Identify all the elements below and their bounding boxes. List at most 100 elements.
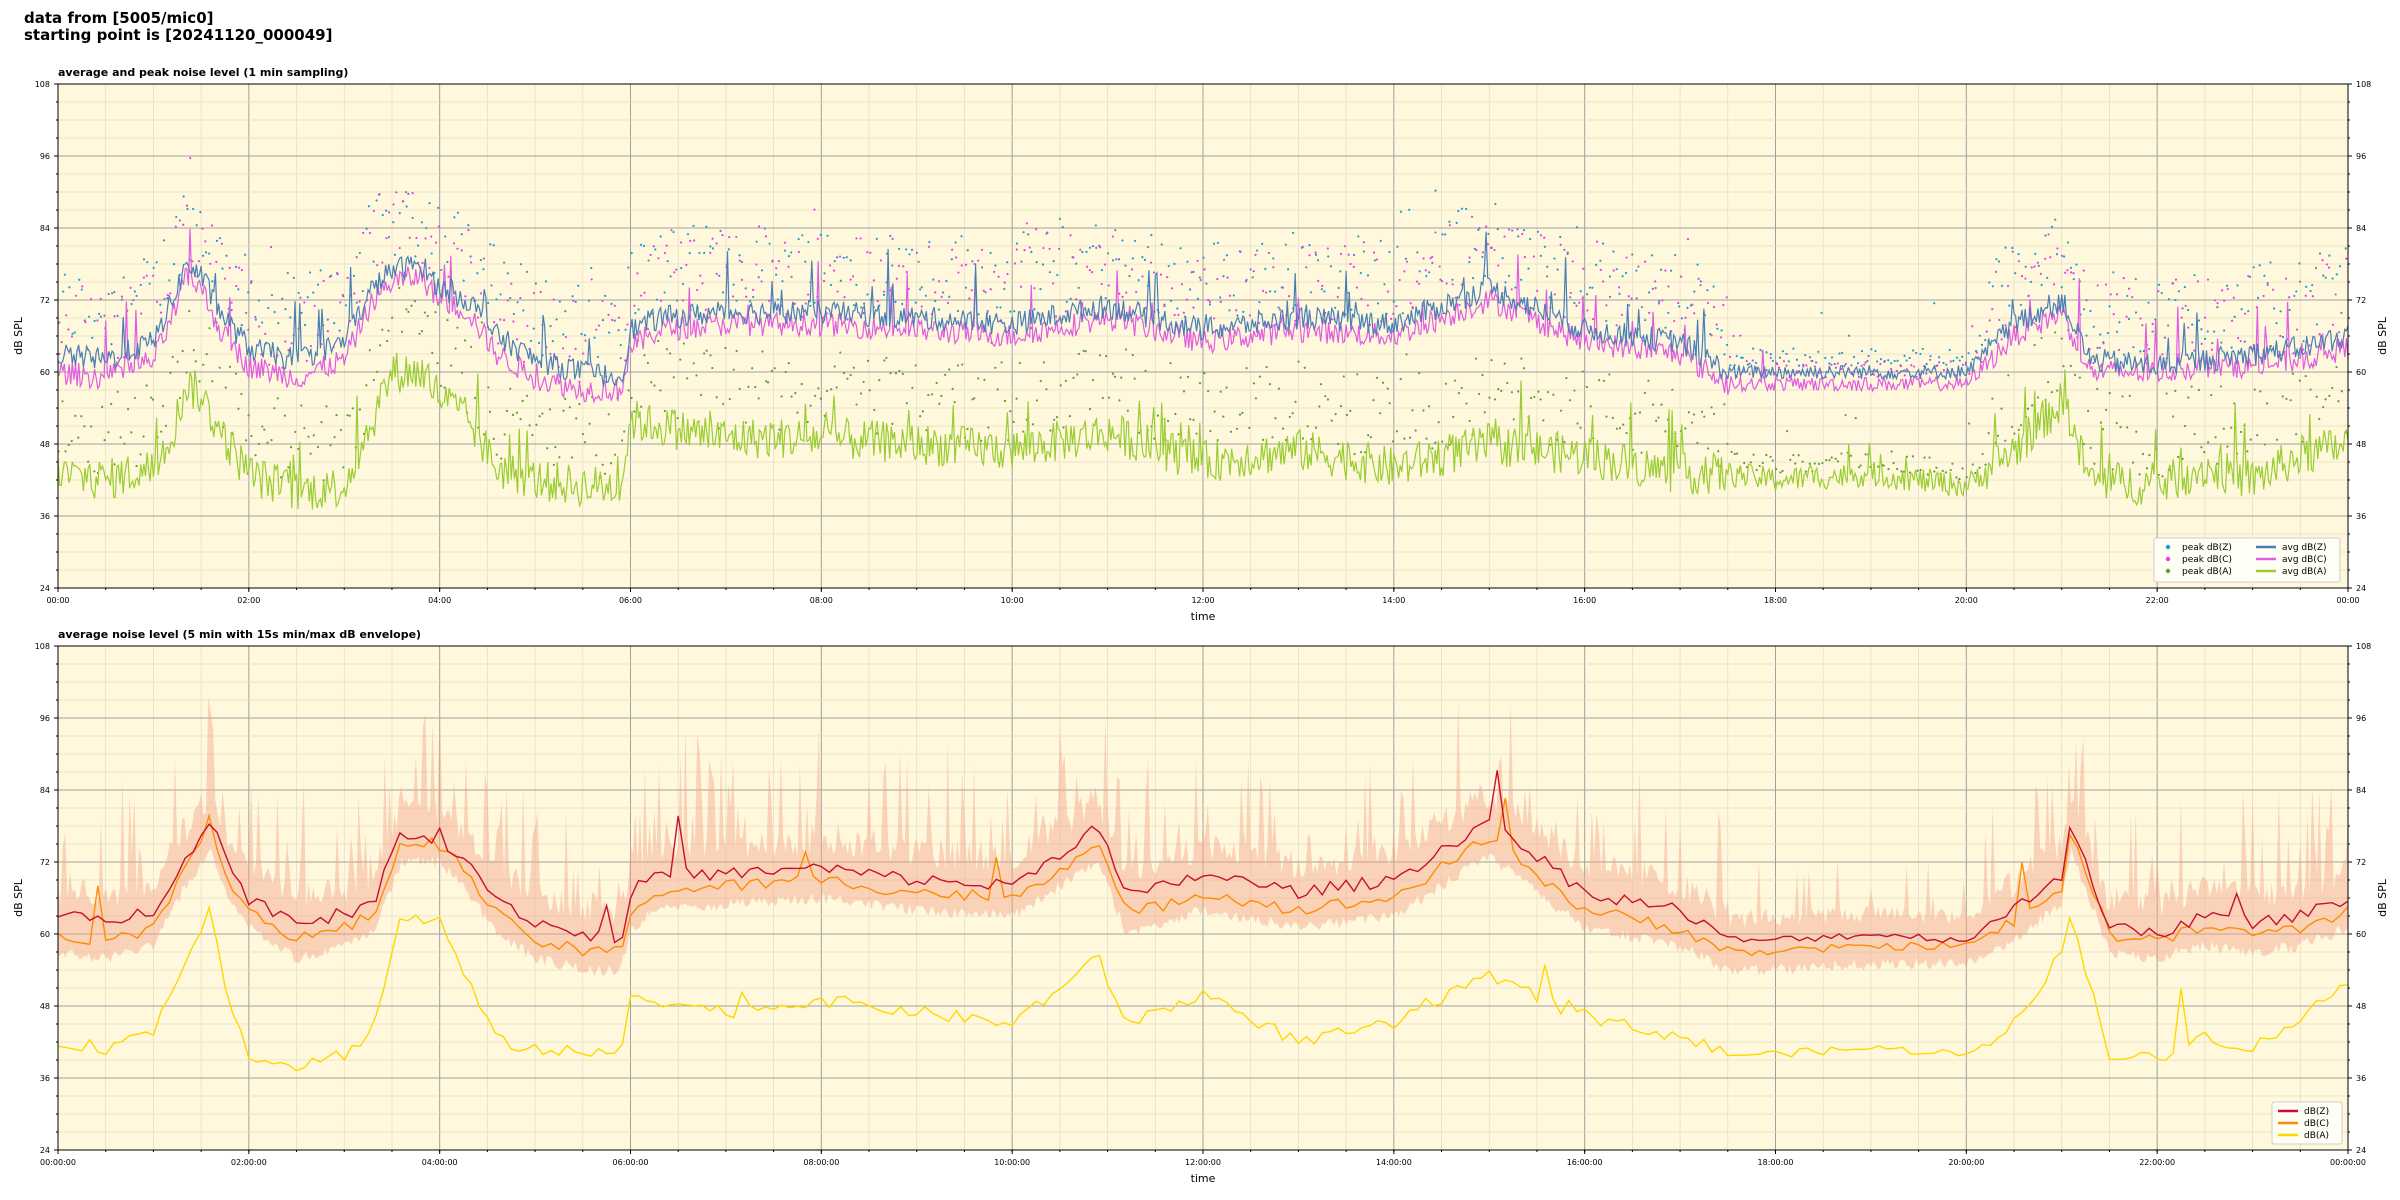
peak-a-point <box>1258 375 1261 378</box>
peak-a-point <box>348 414 351 417</box>
peak-c-point <box>1199 278 1202 282</box>
peak-a-point <box>2172 415 2175 418</box>
peak-z-point <box>2055 253 2058 256</box>
peak-z-point <box>891 264 894 267</box>
peak-a-point <box>67 443 70 447</box>
peak-z-point <box>1579 290 1582 293</box>
peak-c-point <box>1403 270 1406 273</box>
peak-c-point <box>806 293 810 296</box>
peak-a-point <box>2324 398 2327 401</box>
peak-z-point <box>1465 207 1468 210</box>
peak-z-point <box>83 319 86 322</box>
peak-z-point <box>2281 335 2285 339</box>
peak-c-point <box>2066 268 2069 272</box>
peak-c-point <box>1532 255 1535 258</box>
peak-a-point <box>492 437 495 440</box>
peak-z-point <box>1824 356 1827 360</box>
peak-c-point <box>430 235 433 238</box>
peak-c-point <box>757 225 761 228</box>
peak-c-point <box>1776 363 1779 366</box>
peak-c-point <box>2115 293 2119 296</box>
peak-a-point <box>794 391 797 395</box>
peak-a-point <box>732 368 735 371</box>
peak-a-point <box>1481 373 1484 377</box>
peak-a-point <box>1794 462 1797 465</box>
peak-c-point <box>1071 255 1074 259</box>
peak-a-point <box>1643 391 1646 395</box>
peak-a-point <box>951 387 954 390</box>
peak-z-point <box>590 266 593 270</box>
peak-z-point <box>1192 270 1195 274</box>
peak-c-point <box>1578 301 1581 304</box>
peak-c-point <box>849 278 852 281</box>
peak-a-point <box>1064 379 1067 382</box>
peak-a-point <box>2138 473 2141 476</box>
peak-z-point <box>2302 340 2305 343</box>
peak-a-point <box>1003 399 1007 403</box>
peak-c-point <box>670 229 673 232</box>
peak-a-point <box>2328 394 2331 397</box>
peak-a-point <box>1916 469 1919 472</box>
peak-a-point <box>1568 399 1571 402</box>
peak-c-point <box>1448 224 1451 227</box>
peak-c-point <box>1091 270 1094 274</box>
peak-z-point <box>1401 312 1404 315</box>
peak-z-point <box>375 199 378 202</box>
peak-c-point <box>2102 342 2105 345</box>
peak-a-point <box>868 389 871 392</box>
peak-c-point <box>1069 234 1072 237</box>
peak-c-point <box>415 236 418 240</box>
peak-c-point <box>619 357 622 360</box>
peak-c-point <box>376 264 379 267</box>
peak-a-point <box>1951 462 1954 465</box>
peak-c-point <box>2262 294 2265 298</box>
peak-z-point <box>654 248 657 251</box>
peak-a-point <box>2263 443 2266 446</box>
peak-c-point <box>377 193 381 196</box>
peak-a-point <box>1581 370 1584 373</box>
peak-z-point <box>1327 255 1330 258</box>
peak-c-point <box>866 251 869 254</box>
peak-a-point <box>503 433 506 436</box>
peak-z-point <box>267 306 270 310</box>
peak-c-point <box>235 284 238 288</box>
peak-z-point <box>365 227 368 230</box>
peak-z-point <box>1141 256 1144 259</box>
x-tick-label: 08:00:00 <box>803 1158 839 1167</box>
peak-c-point <box>1254 253 1257 256</box>
peak-a-point <box>1882 464 1885 467</box>
peak-z-point <box>172 263 176 266</box>
peak-a-point <box>2230 426 2233 429</box>
peak-z-point <box>1785 352 1788 355</box>
peak-a-point <box>450 364 453 367</box>
peak-c-point <box>2288 296 2291 299</box>
peak-z-point <box>411 216 414 220</box>
peak-a-point <box>878 378 881 382</box>
peak-z-point <box>1942 361 1945 365</box>
peak-z-point <box>1274 290 1277 293</box>
peak-c-point <box>1699 284 1702 287</box>
peak-z-point <box>273 310 276 314</box>
peak-a-point <box>738 387 741 391</box>
peak-c-point <box>204 240 207 243</box>
peak-z-point <box>2335 273 2338 276</box>
peak-z-point <box>284 308 287 311</box>
peak-c-point <box>649 253 652 257</box>
peak-z-point <box>2216 306 2219 309</box>
peak-c-point <box>2092 361 2095 365</box>
peak-c-point <box>2006 284 2010 288</box>
peak-a-point <box>61 400 64 403</box>
peak-c-point <box>1657 302 1660 305</box>
peak-a-point <box>1265 365 1268 369</box>
peak-c-point <box>704 308 707 311</box>
peak-c-point <box>582 352 585 355</box>
peak-z-point <box>1256 249 1259 252</box>
peak-a-point <box>650 381 653 384</box>
peak-a-point <box>1786 430 1789 433</box>
peak-c-point <box>1910 364 1913 367</box>
peak-a-point <box>2119 426 2122 429</box>
peak-a-point <box>2004 439 2007 442</box>
peak-z-point <box>705 225 708 228</box>
peak-z-point <box>1339 270 1342 273</box>
peak-z-point <box>855 283 858 286</box>
